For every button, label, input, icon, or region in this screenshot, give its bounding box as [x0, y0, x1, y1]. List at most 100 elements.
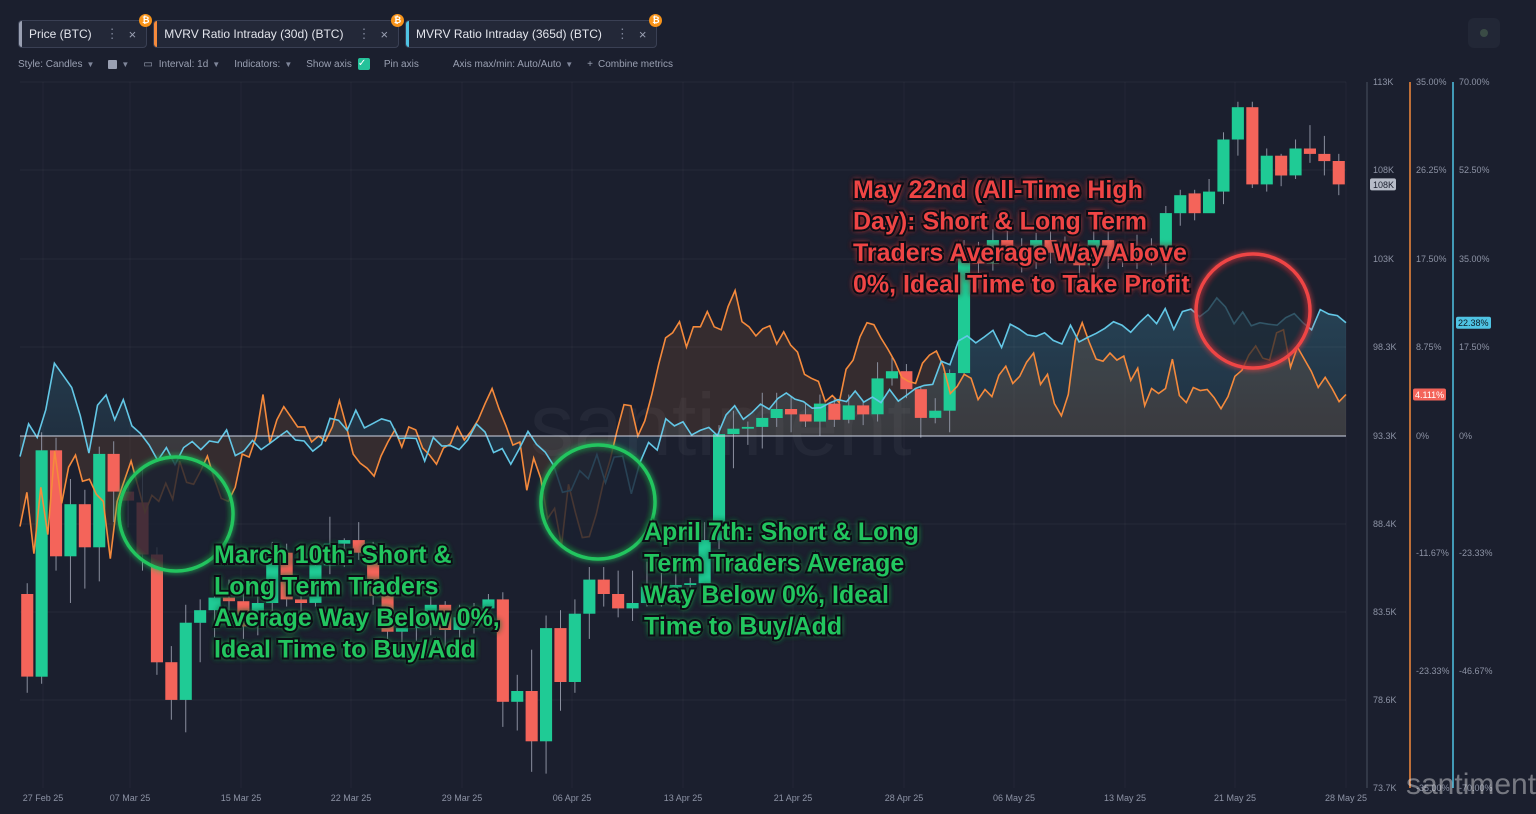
combine-metrics-button[interactable]: + Combine metrics — [587, 59, 673, 70]
price-candle — [165, 646, 178, 720]
price-tick-label: 93.3K — [1373, 431, 1397, 441]
candle-body — [713, 434, 726, 541]
tab-price[interactable]: Price (BTC) ⋮ × ₿ — [18, 14, 153, 48]
price-candle — [367, 541, 380, 605]
price-candle — [655, 567, 668, 607]
price-candle — [1116, 241, 1129, 268]
price-candle — [482, 593, 495, 623]
color-select[interactable]: ▼ — [108, 59, 130, 69]
x-tick-label: 22 Mar 25 — [331, 793, 372, 803]
mvrv-lines — [19, 287, 1347, 559]
chevron-down-icon: ▼ — [121, 59, 130, 69]
indicators-label: Indicators: — [234, 58, 281, 70]
price-candle — [280, 543, 293, 607]
candle-body — [1275, 155, 1288, 176]
candle-body — [78, 504, 91, 548]
annotation-line: Day): Short & Long Term — [853, 208, 1147, 236]
checkbox-checked-icon[interactable]: ✓ — [357, 58, 370, 70]
price-candle — [554, 610, 567, 711]
mvrv30-tick-label: 0% — [1416, 431, 1429, 441]
candle-body — [280, 552, 293, 600]
price-candle — [93, 446, 106, 582]
price-candle — [1131, 234, 1144, 269]
brand-logo: santiment — [1406, 768, 1536, 801]
price-candle — [468, 602, 481, 634]
axes: 113K 108K 103K 98.3K 93.3K 88.4K 83.5K 78.6K 73.… — [1366, 77, 1493, 793]
annotation-line: Average Way Below 0%, — [214, 604, 500, 632]
candle-body — [468, 608, 481, 618]
mvrv365-current-label: 22.38% — [1458, 318, 1489, 328]
candle-body — [885, 371, 898, 379]
candle-body — [1102, 240, 1115, 257]
annotations: March 10th: Short & Long Term Traders Aver… — [212, 174, 1192, 666]
chevron-down-icon: ▼ — [284, 59, 293, 69]
show-axis-toggle[interactable]: Show axis ✓ — [306, 58, 370, 70]
candle-body — [222, 597, 235, 602]
mvrv30-tick-label: -35.00% — [1416, 783, 1450, 793]
mvrv30-tick-label: 26.25% — [1416, 165, 1447, 175]
price-tick-label: 78.6K — [1373, 695, 1397, 705]
candle-body — [64, 504, 77, 557]
candle-body — [568, 613, 581, 682]
price-tick-label: 88.4K — [1373, 519, 1397, 529]
style-select[interactable]: Style: Candles ▼ — [18, 59, 94, 70]
indicators-select[interactable]: Indicators: ▼ — [234, 59, 292, 70]
candle-body — [309, 565, 322, 603]
tab-label: MVRV Ratio Intraday (30d) (BTC) — [164, 27, 344, 41]
live-indicator-button[interactable] — [1468, 18, 1500, 48]
price-tick-label: 83.5K — [1373, 607, 1397, 617]
candle-body — [785, 409, 798, 415]
pin-axis-toggle[interactable]: Pin axis — [384, 59, 419, 70]
price-candle — [251, 586, 264, 636]
x-tick-label: 27 Feb 25 — [23, 793, 64, 803]
interval-select[interactable]: ▭ Interval: 1d ▼ — [143, 59, 220, 70]
annotation-text: March 10th: Short & Long Term Traders Aver… — [214, 541, 500, 664]
tab-menu-icon[interactable]: ⋮ — [105, 26, 119, 41]
annotation-line: May 22nd (All-Time High — [853, 176, 1143, 204]
mvrv365-tick-label: 0% — [1459, 431, 1472, 441]
annotation-line: Time to Buy/Add — [644, 613, 842, 641]
price-candle — [914, 387, 927, 438]
candle-body — [150, 554, 163, 663]
annotation-line: Term Traders Average — [644, 550, 904, 578]
price-candle — [972, 241, 985, 289]
candle-body — [929, 410, 942, 418]
candle-body — [179, 622, 192, 700]
price-candle — [799, 403, 812, 427]
price-candle — [1030, 232, 1043, 269]
mvrv365-tick-label: -70.00% — [1459, 783, 1493, 793]
annotation-circle-may — [1194, 252, 1312, 370]
tab-mvrv-365d[interactable]: MVRV Ratio Intraday (365d) (BTC) ⋮ × ₿ — [405, 14, 663, 48]
price-candle — [1303, 125, 1316, 163]
price-candle — [828, 398, 841, 427]
price-candle — [640, 561, 653, 607]
candle-body — [828, 403, 841, 420]
price-candle — [78, 489, 91, 589]
x-tick-label: 13 Apr 25 — [664, 793, 703, 803]
candle-body — [756, 417, 769, 427]
candle-body — [958, 258, 971, 374]
candle-body — [626, 603, 639, 609]
axis-minmax-select[interactable]: Axis max/min: Auto/Auto ▼ — [453, 59, 573, 70]
annotation-text: April 7th: Short & Long Term Traders Aver… — [644, 518, 919, 641]
candle-body — [266, 552, 279, 603]
price-candle — [410, 613, 423, 641]
tab-close-icon[interactable]: × — [638, 26, 647, 42]
candle-body — [439, 604, 452, 630]
tab-close-icon[interactable]: × — [380, 26, 389, 42]
tab-close-icon[interactable]: × — [128, 26, 137, 42]
candle-body — [857, 405, 870, 415]
bitcoin-icon: ₿ — [649, 14, 663, 27]
tab-mvrv-30d[interactable]: MVRV Ratio Intraday (30d) (BTC) ⋮ × ₿ — [153, 14, 405, 48]
tab-label: MVRV Ratio Intraday (365d) (BTC) — [416, 27, 602, 41]
price-candle — [1318, 135, 1331, 176]
price-candle — [727, 410, 740, 469]
price-candle — [1275, 153, 1288, 187]
tab-menu-icon[interactable]: ⋮ — [615, 26, 629, 41]
mvrv30-tick-label: 8.75% — [1416, 342, 1442, 352]
candle-body — [1231, 107, 1244, 140]
tab-menu-icon[interactable]: ⋮ — [357, 26, 371, 41]
price-candle — [309, 549, 322, 607]
candle-body — [1001, 240, 1014, 251]
tab-color-bar — [154, 21, 158, 47]
